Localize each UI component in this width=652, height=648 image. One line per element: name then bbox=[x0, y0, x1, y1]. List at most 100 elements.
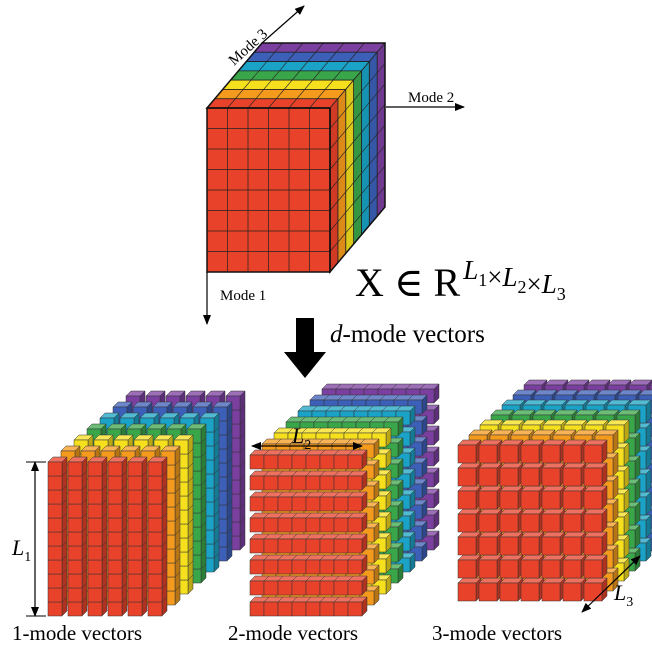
cube-front bbox=[47, 461, 63, 477]
cube-front bbox=[319, 454, 335, 470]
cube-front bbox=[127, 475, 143, 491]
cube-front bbox=[333, 496, 349, 512]
cube-front bbox=[499, 559, 519, 579]
cube-front bbox=[541, 559, 561, 579]
exponent-subscript: 1 bbox=[478, 270, 487, 290]
cube-front bbox=[277, 601, 293, 617]
cube-front bbox=[249, 454, 265, 470]
one-mode-vectors bbox=[47, 390, 246, 617]
symbol: L bbox=[291, 423, 304, 448]
grid-line bbox=[227, 42, 283, 109]
cube-front bbox=[47, 531, 63, 547]
cube-front bbox=[305, 475, 321, 491]
cube-front bbox=[520, 582, 540, 602]
cube-front bbox=[347, 454, 363, 470]
grid-line bbox=[329, 186, 386, 252]
l1-label: L1 bbox=[11, 535, 31, 565]
cube-front bbox=[305, 496, 321, 512]
cube-front bbox=[457, 444, 477, 464]
cube-front bbox=[305, 454, 321, 470]
cube-front bbox=[305, 538, 321, 554]
cube-front bbox=[87, 573, 103, 589]
cube-front bbox=[249, 559, 265, 575]
cube-front bbox=[67, 517, 83, 533]
cube-front bbox=[107, 601, 123, 617]
cube-front bbox=[127, 545, 143, 561]
cube-front bbox=[263, 580, 279, 596]
cube-front bbox=[147, 531, 163, 547]
grid-line bbox=[247, 42, 304, 109]
cube-front bbox=[147, 545, 163, 561]
cube-front bbox=[562, 559, 582, 579]
subscript: 1 bbox=[24, 550, 31, 565]
cube-front bbox=[249, 601, 265, 617]
exponent-symbol: L bbox=[501, 262, 517, 292]
cube-front bbox=[457, 513, 477, 533]
cube-front bbox=[67, 531, 83, 547]
cube-front bbox=[147, 573, 163, 589]
subscript: 3 bbox=[626, 595, 633, 610]
cube-front bbox=[263, 517, 279, 533]
arrow-label-variable: d bbox=[330, 321, 343, 348]
cube-front bbox=[583, 536, 603, 556]
grid-line bbox=[329, 104, 386, 170]
cube-front bbox=[107, 573, 123, 589]
cube-front bbox=[457, 467, 477, 487]
cube-front bbox=[249, 580, 265, 596]
cube-front bbox=[520, 490, 540, 510]
mode1-label: Mode 1 bbox=[220, 288, 266, 304]
cube-front bbox=[305, 517, 321, 533]
cube-front bbox=[107, 503, 123, 519]
cube-front bbox=[67, 573, 83, 589]
cube-front bbox=[478, 582, 498, 602]
down-arrow bbox=[284, 318, 326, 378]
cube-front bbox=[67, 587, 83, 603]
cube-front bbox=[347, 601, 363, 617]
cube-front bbox=[127, 587, 143, 603]
cube-front bbox=[47, 503, 63, 519]
cube-front bbox=[107, 475, 123, 491]
cube-front bbox=[347, 496, 363, 512]
cube-front bbox=[263, 538, 279, 554]
cube-front bbox=[67, 545, 83, 561]
cube-front bbox=[499, 513, 519, 533]
cube-front bbox=[541, 513, 561, 533]
cube-front bbox=[127, 559, 143, 575]
cube-front bbox=[291, 538, 307, 554]
cube-front bbox=[291, 559, 307, 575]
cube-front bbox=[520, 444, 540, 464]
cube-front bbox=[333, 559, 349, 575]
cube-front bbox=[333, 601, 349, 617]
cube-front bbox=[333, 475, 349, 491]
cube-front bbox=[457, 490, 477, 510]
cube-front bbox=[583, 467, 603, 487]
cube-front bbox=[127, 517, 143, 533]
cube-front bbox=[478, 513, 498, 533]
cube-front bbox=[47, 559, 63, 575]
exponent-subscript: 2 bbox=[517, 277, 526, 297]
cube-front bbox=[47, 573, 63, 589]
cube-front bbox=[478, 536, 498, 556]
cube-front bbox=[305, 601, 321, 617]
cube-front bbox=[347, 517, 363, 533]
formula-base: X ∈ R bbox=[355, 260, 460, 305]
cube-front bbox=[263, 496, 279, 512]
cube-front bbox=[562, 536, 582, 556]
cube-front bbox=[583, 444, 603, 464]
cube-front bbox=[291, 475, 307, 491]
cube-front bbox=[583, 490, 603, 510]
cube-front bbox=[583, 559, 603, 579]
cube-front bbox=[319, 517, 335, 533]
cube-front bbox=[263, 454, 279, 470]
cube-front bbox=[87, 489, 103, 505]
caption: 3-mode vectors bbox=[432, 621, 562, 645]
cube-front bbox=[291, 601, 307, 617]
grid-line bbox=[288, 42, 345, 109]
caption: 1-mode vectors bbox=[12, 621, 142, 645]
cube-front bbox=[347, 580, 363, 596]
cube-front bbox=[127, 573, 143, 589]
cube-front bbox=[107, 531, 123, 547]
tensor-cube bbox=[205, 41, 386, 275]
cube-front bbox=[347, 475, 363, 491]
